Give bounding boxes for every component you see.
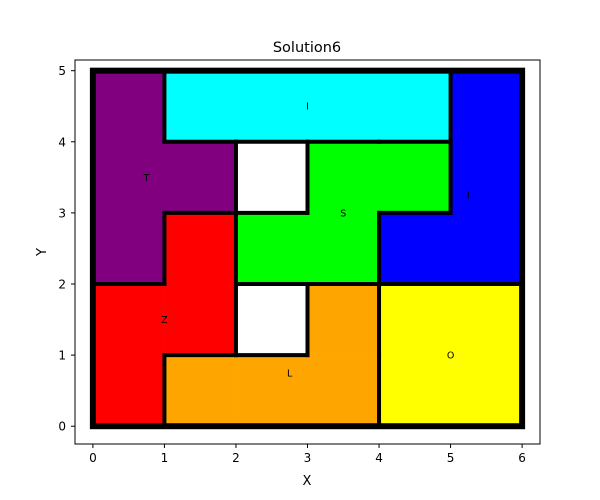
piece-cell — [307, 212, 380, 285]
piece-label: L — [287, 368, 293, 379]
piece-cell — [307, 70, 380, 143]
piece-cell — [164, 283, 237, 356]
empty-cell — [235, 284, 308, 356]
piece-cell — [235, 212, 308, 285]
piece-cell — [307, 354, 380, 427]
x-axis: 0 1 2 3 4 5 6 — [89, 444, 526, 465]
piece-label: I — [467, 191, 470, 202]
chart-title: Solution6 — [273, 40, 341, 56]
piece-cell — [92, 141, 165, 214]
y-tick-label: 2 — [58, 278, 66, 292]
piece-label: Z — [161, 315, 168, 326]
piece-cell — [92, 70, 165, 143]
piece-label: I — [306, 102, 309, 113]
y-tick-label: 1 — [58, 349, 66, 363]
piece-boundaries — [89, 67, 526, 430]
piece-cell — [235, 354, 308, 427]
x-tick-label: 0 — [89, 451, 97, 465]
piece-cell — [450, 70, 523, 143]
y-tick-label: 5 — [58, 64, 66, 78]
y-tick-label: 0 — [58, 420, 66, 434]
piece-labels: I I T S Z L O — [143, 102, 470, 380]
x-tick-label: 3 — [304, 451, 312, 465]
y-tick-label: 3 — [58, 206, 66, 220]
piece-cell — [450, 212, 523, 285]
piece-cell — [378, 70, 451, 143]
piece-cell — [307, 283, 380, 356]
x-tick-label: 1 — [161, 451, 169, 465]
piece-cell — [164, 141, 237, 214]
piece-cell — [164, 70, 237, 143]
piece-cell — [164, 212, 237, 285]
piece-cell — [450, 141, 523, 214]
piece-label: T — [143, 173, 150, 184]
piece-cell — [92, 354, 165, 427]
piece-label: O — [447, 351, 454, 362]
piece-cell — [450, 354, 523, 427]
piece-cell — [378, 283, 451, 356]
x-tick-label: 6 — [518, 451, 526, 465]
piece-cells — [92, 70, 523, 427]
piece-cell — [235, 70, 308, 143]
piece-cell — [307, 141, 380, 214]
y-tick-label: 4 — [58, 135, 66, 149]
x-tick-label: 2 — [232, 451, 240, 465]
piece-cell — [378, 212, 451, 285]
x-axis-title: X — [303, 474, 312, 489]
piece-label: S — [340, 208, 346, 219]
y-axis: 0 1 2 3 4 5 — [58, 64, 75, 434]
y-axis-title: Y — [35, 248, 50, 257]
x-tick-label: 4 — [375, 451, 383, 465]
piece-cell — [164, 354, 237, 427]
board-outline — [89, 67, 526, 430]
piece-cell — [450, 283, 523, 356]
x-tick-label: 5 — [447, 451, 455, 465]
piece-cell — [92, 212, 165, 285]
piece-cell — [378, 354, 451, 427]
piece-cell — [378, 141, 451, 214]
piece-cell — [92, 283, 165, 356]
empty-cell — [235, 141, 308, 213]
